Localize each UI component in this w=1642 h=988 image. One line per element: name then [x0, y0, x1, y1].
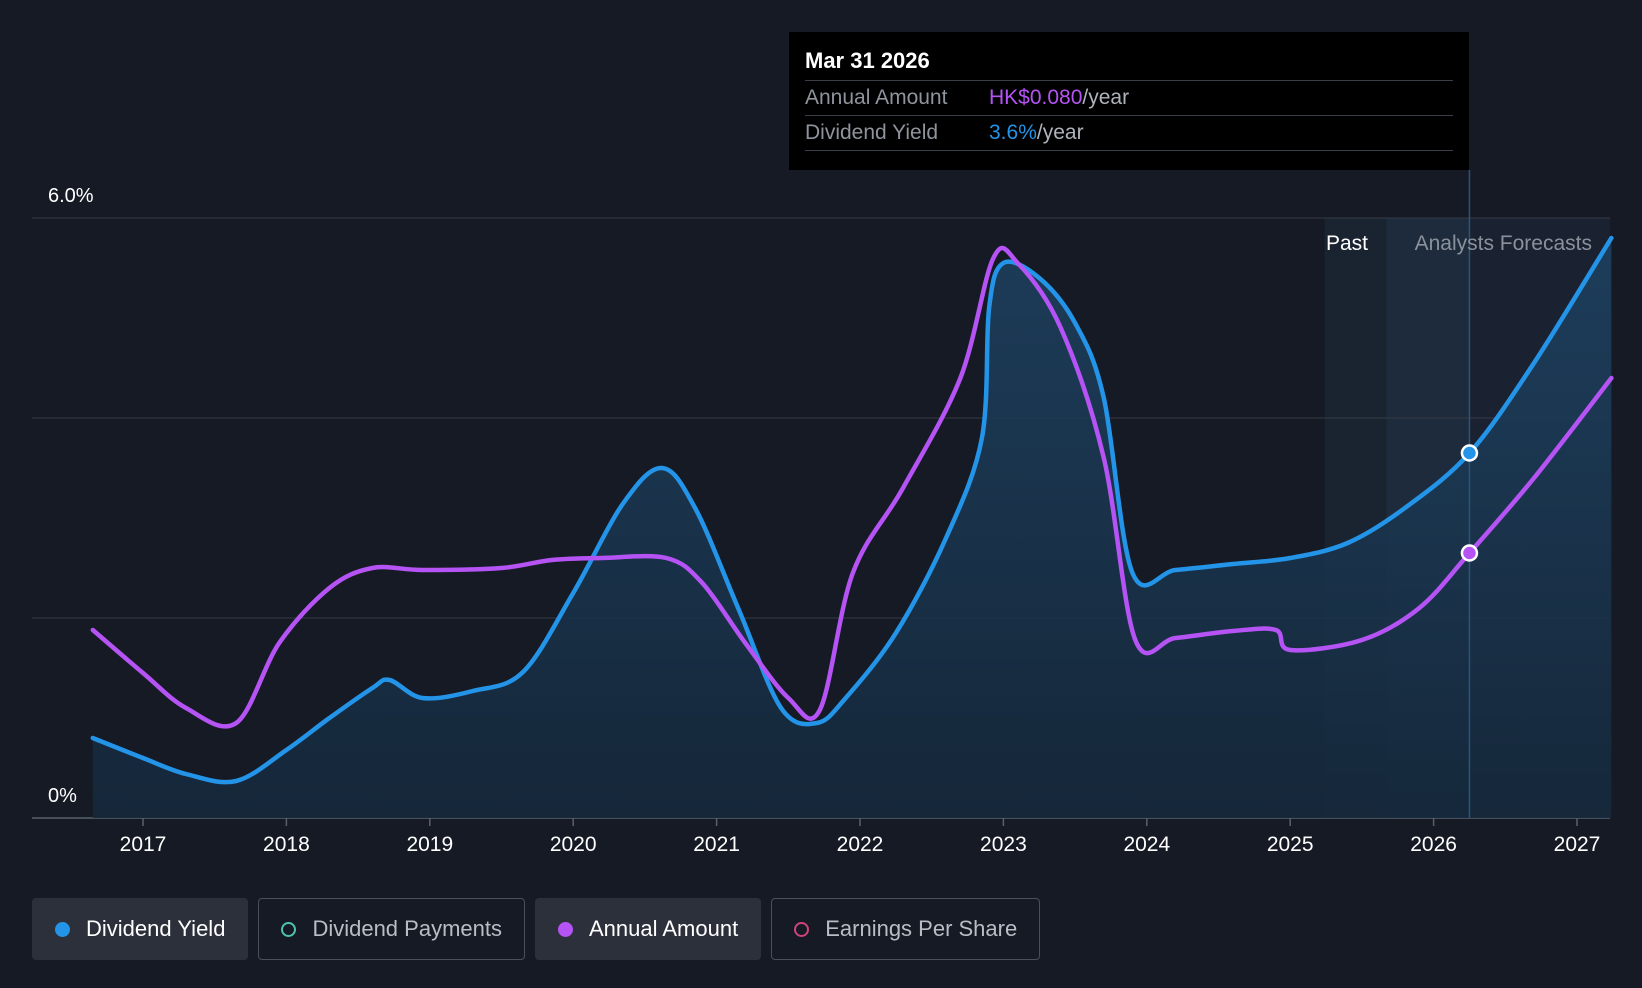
legend-label: Dividend Yield — [86, 916, 226, 941]
past-region-label: Past — [1326, 232, 1368, 255]
x-tick-label: 2017 — [120, 833, 167, 856]
filled-dot-icon — [55, 921, 70, 937]
x-tick-label: 2018 — [263, 833, 310, 856]
legend-dividend-payments[interactable]: Dividend Payments — [258, 898, 525, 960]
x-tick-label: 2019 — [406, 833, 453, 856]
tooltip-key: Annual Amount — [805, 86, 948, 109]
annual-amount-line — [90, 245, 1614, 729]
tooltip-value: HK$0.080 — [989, 86, 1083, 109]
hollow-dot-icon — [794, 921, 810, 937]
x-tick-label: 2021 — [693, 833, 740, 856]
tooltip-row-annual-amount: Annual Amount HK$0.080/year — [805, 80, 1453, 115]
dividend-yield-line — [90, 235, 1614, 785]
x-tick-label: 2027 — [1554, 833, 1601, 856]
y-tick-label: 6.0% — [48, 185, 94, 207]
x-tick-label: 2023 — [980, 833, 1027, 856]
legend-earnings-per-share[interactable]: Earnings Per Share — [771, 898, 1041, 960]
x-tick-label: 2022 — [837, 833, 884, 856]
x-tick-label: 2024 — [1123, 833, 1170, 856]
hover-tooltip: Mar 31 2026 Annual Amount HK$0.080/year … — [789, 32, 1469, 170]
x-tick-label: 2025 — [1267, 833, 1314, 856]
x-tick-label: 2020 — [550, 833, 597, 856]
dividend-yield-area — [92, 238, 1612, 818]
x-tick-label: 2026 — [1410, 833, 1457, 856]
tooltip-unit: /year — [1082, 86, 1130, 109]
legend-label: Annual Amount — [588, 916, 739, 941]
filled-dot-icon — [557, 921, 573, 937]
tooltip-unit: /year — [1036, 121, 1084, 144]
legend-label: Dividend Payments — [312, 916, 502, 941]
tooltip-row-dividend-yield: Dividend Yield 3.6%/year — [805, 115, 1453, 151]
tooltip-date: Mar 31 2026 — [805, 48, 930, 73]
tooltip-value: 3.6% — [989, 121, 1037, 144]
chart-legend: Dividend Yield Dividend Payments Annual … — [32, 898, 1041, 960]
forecast-region-label: Analysts Forecasts — [1415, 232, 1592, 255]
dividend-yield-hover-marker — [1460, 444, 1479, 462]
tooltip-key: Dividend Yield — [805, 121, 939, 144]
y-tick-label: 0% — [48, 785, 77, 807]
annual-amount-hover-marker — [1460, 544, 1479, 562]
legend-label: Earnings Per Share — [825, 916, 1018, 941]
dividend-chart: 2017 2018 2019 2020 2021 2022 2023 2024 2025 2026… — [32, 170, 1614, 856]
legend-dividend-yield[interactable]: Dividend Yield — [32, 898, 249, 960]
legend-annual-amount[interactable]: Annual Amount — [534, 898, 762, 960]
hollow-dot-icon — [281, 921, 297, 937]
